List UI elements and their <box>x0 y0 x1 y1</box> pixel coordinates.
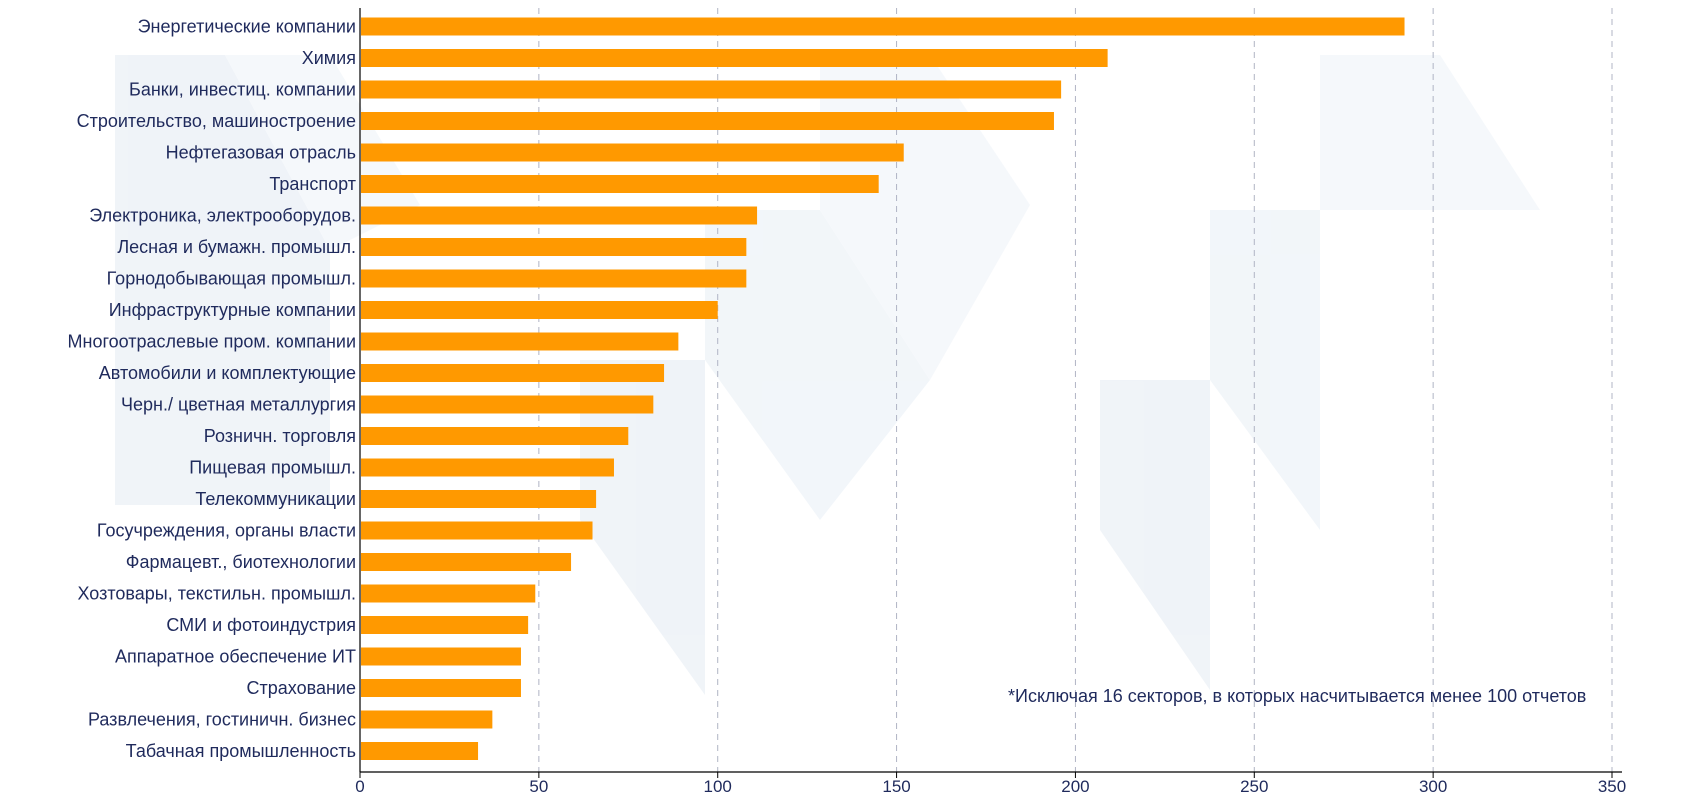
category-label-16: Госучреждения, органы власти <box>97 521 356 541</box>
bars <box>361 17 1405 760</box>
category-label-19: СМИ и фотоиндустрия <box>166 615 356 635</box>
bar-5 <box>361 175 879 193</box>
category-label-23: Табачная промышленность <box>126 741 356 761</box>
category-label-21: Страхование <box>247 678 356 698</box>
category-label-20: Аппаратное обеспечение ИТ <box>115 647 356 667</box>
watermark-logo <box>115 55 1540 695</box>
bar-12 <box>361 395 654 414</box>
bar-10 <box>361 332 679 351</box>
category-label-22: Развлечения, гостиничн. бизнес <box>88 710 356 730</box>
category-label-12: Черн./ цветная металлургия <box>121 395 356 415</box>
category-label-18: Хозтовары, текстильн. промышл. <box>77 584 356 604</box>
bar-21 <box>361 679 521 697</box>
category-label-1: Химия <box>302 48 356 68</box>
bar-20 <box>361 647 521 666</box>
category-label-17: Фармацевт., биотехнологии <box>126 552 356 572</box>
category-label-15: Телекоммуникации <box>195 489 356 509</box>
bar-11 <box>361 364 665 382</box>
category-label-3: Строительство, машиностроение <box>77 111 356 131</box>
footnote-mark: * <box>1008 686 1016 706</box>
category-label-14: Пищевая промышл. <box>189 458 356 478</box>
x-tick-label-100: 100 <box>704 777 732 795</box>
bar-18 <box>361 584 536 603</box>
x-tick-label-50: 50 <box>529 777 548 795</box>
category-label-11: Автомобили и комплектующие <box>99 363 356 383</box>
bar-4 <box>361 143 904 162</box>
category-labels: Энергетические компании Химия Банки, инвес… <box>68 17 356 762</box>
category-label-10: Многоотраслевые пром. компании <box>68 332 356 352</box>
category-label-7: Лесная и бумажн. промышл. <box>117 237 356 257</box>
x-tick-label-250: 250 <box>1240 777 1268 795</box>
category-label-8: Горнодобывающая промышл. <box>107 269 356 289</box>
category-label-0: Энергетические компании <box>138 17 356 37</box>
category-label-6: Электроника, электрооборудов. <box>89 206 356 226</box>
category-label-2: Банки, инвестиц. компании <box>129 80 356 100</box>
bar-1 <box>361 49 1108 67</box>
category-label-9: Инфраструктурные компании <box>109 300 356 320</box>
x-tick-label-150: 150 <box>882 777 910 795</box>
category-label-4: Нефтегазовая отрасль <box>166 143 356 163</box>
category-label-5: Транспорт <box>269 174 356 194</box>
bar-17 <box>361 553 572 571</box>
category-label-13: Розничн. торговля <box>204 426 356 446</box>
bar-14 <box>361 458 614 477</box>
x-axis: 0 50 100 150 200 250 300 350 <box>355 8 1626 795</box>
bar-6 <box>361 206 758 225</box>
footnote: *Исключая 16 секторов, в которых насчиты… <box>1008 686 1688 707</box>
bar-22 <box>361 710 493 729</box>
bar-7 <box>361 238 747 256</box>
bar-9 <box>361 301 718 319</box>
x-tick-label-200: 200 <box>1061 777 1089 795</box>
x-tick-label-350: 350 <box>1598 777 1626 795</box>
bar-23 <box>361 742 479 760</box>
bar-2 <box>361 80 1062 99</box>
bar-8 <box>361 269 747 288</box>
x-tick-label-0: 0 <box>355 777 364 795</box>
bar-19 <box>361 616 529 634</box>
bar-0 <box>361 17 1405 36</box>
bar-15 <box>361 490 597 508</box>
bar-16 <box>361 521 593 540</box>
footnote-text: Исключая 16 секторов, в которых насчитыв… <box>1015 686 1587 706</box>
x-tick-label-300: 300 <box>1419 777 1447 795</box>
bar-3 <box>361 112 1054 130</box>
bar-13 <box>361 427 629 445</box>
